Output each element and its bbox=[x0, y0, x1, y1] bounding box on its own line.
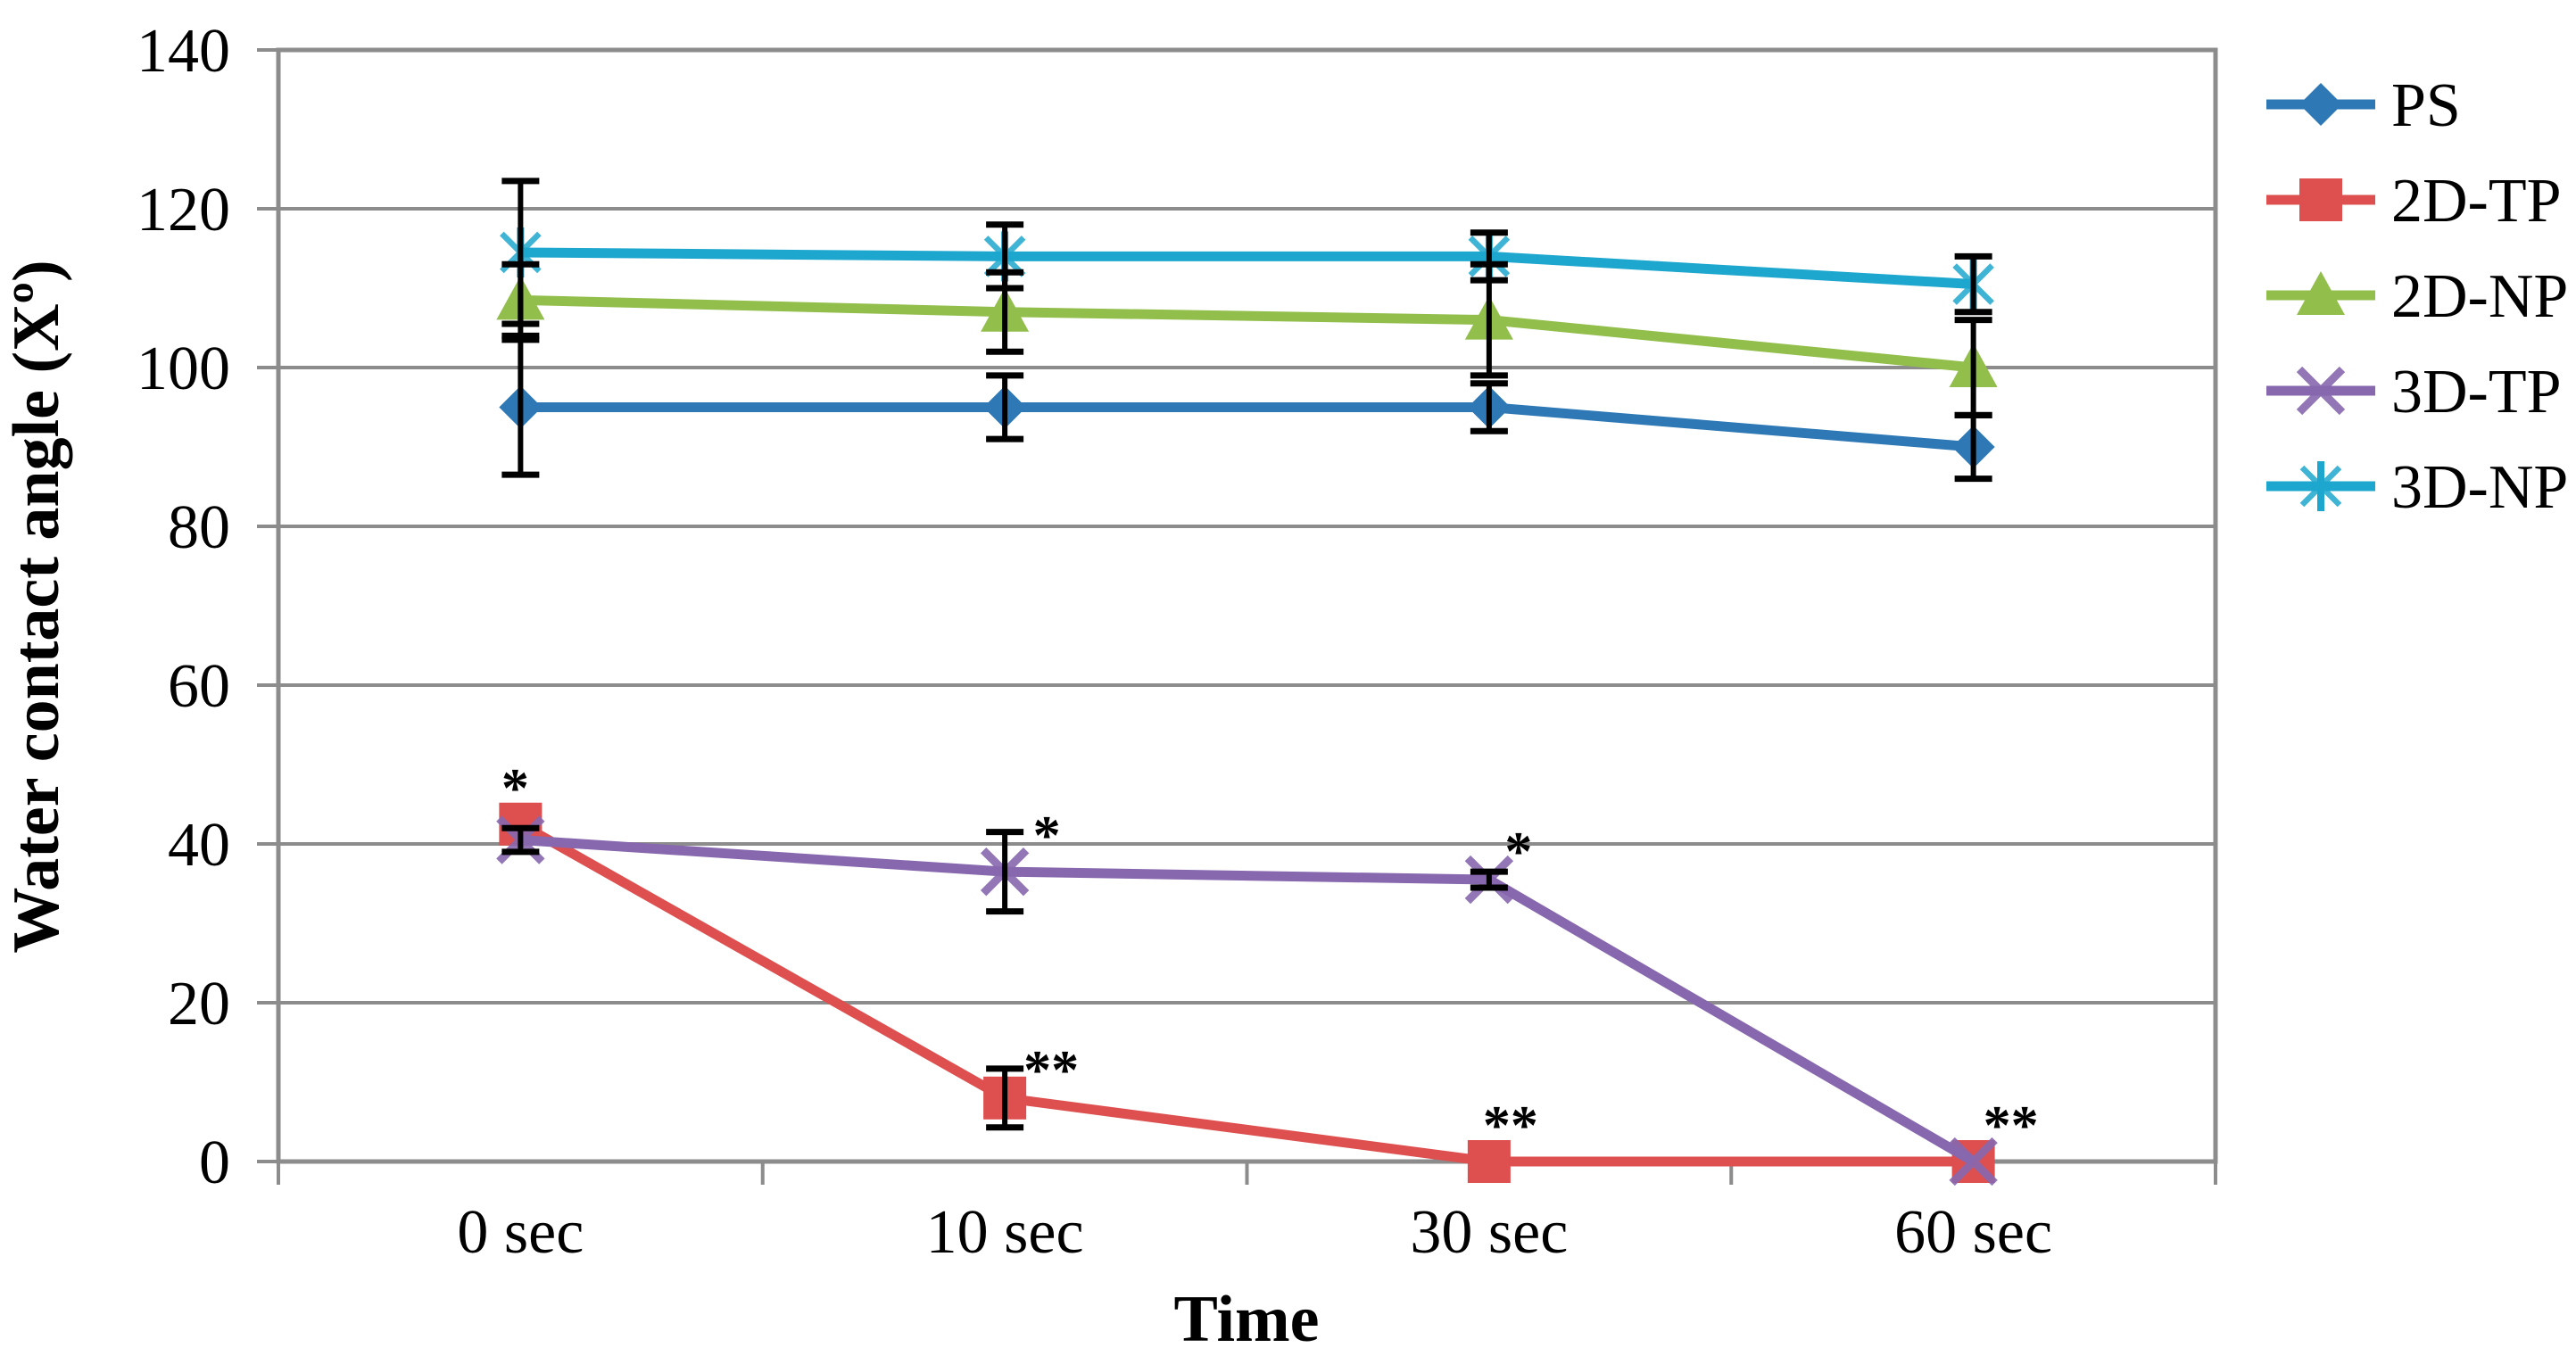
x-axis-title: Time bbox=[1173, 1283, 1319, 1356]
legend-label-2D-NP: 2D-NP bbox=[2391, 262, 2568, 331]
series-line-3D-TP bbox=[520, 835, 1976, 1166]
legend-marker-2D-NP bbox=[2297, 271, 2345, 315]
y-tick-label-40: 40 bbox=[168, 811, 230, 880]
significance-annotation-1: * bbox=[1033, 806, 1061, 866]
legend-label-3D-NP: 3D-NP bbox=[2391, 453, 2568, 522]
legend-marker-PS bbox=[2299, 83, 2342, 126]
y-tick-label-120: 120 bbox=[137, 176, 230, 244]
legend-label-2D-TP: 2D-TP bbox=[2391, 167, 2562, 236]
legend-marker-3D-TP bbox=[2296, 366, 2346, 416]
series-line-2D-NP bbox=[520, 294, 1975, 373]
x-tick-label-0-sec: 0 sec bbox=[457, 1198, 584, 1267]
significance-annotation-2: ** bbox=[1023, 1040, 1079, 1101]
legend-label-3D-TP: 3D-TP bbox=[2391, 358, 2562, 426]
x-tick-label-60-sec: 60 sec bbox=[1894, 1198, 2052, 1267]
legend-marker-3D-NP bbox=[2299, 465, 2342, 508]
marker-3D-TP-3 bbox=[1949, 1137, 1998, 1186]
series-line-2D-TP bbox=[518, 819, 1974, 1167]
y-tick-label-20: 20 bbox=[168, 970, 230, 1038]
y-tick-label-60: 60 bbox=[168, 652, 230, 721]
y-tick-label-0: 0 bbox=[199, 1129, 230, 1197]
legend-marker-2D-TP bbox=[2299, 178, 2342, 221]
significance-annotation-0: * bbox=[501, 758, 529, 819]
y-axis-title: Water contact angle (Xº) bbox=[0, 260, 73, 953]
significance-annotation-3: * bbox=[1504, 822, 1532, 882]
series-line-PS bbox=[520, 402, 1975, 452]
series-line-3D-NP bbox=[520, 247, 1974, 290]
x-tick-label-10-sec: 10 sec bbox=[926, 1198, 1084, 1267]
significance-annotation-4: ** bbox=[1483, 1096, 1538, 1156]
y-tick-label-80: 80 bbox=[168, 493, 230, 562]
y-tick-label-100: 100 bbox=[137, 335, 230, 403]
marker-2D-TP-2 bbox=[1467, 1140, 1511, 1183]
significance-annotation-5: ** bbox=[1984, 1096, 2039, 1156]
legend-label-PS: PS bbox=[2391, 71, 2461, 140]
y-tick-label-140: 140 bbox=[137, 17, 230, 86]
x-tick-label-30-sec: 30 sec bbox=[1410, 1198, 1568, 1267]
